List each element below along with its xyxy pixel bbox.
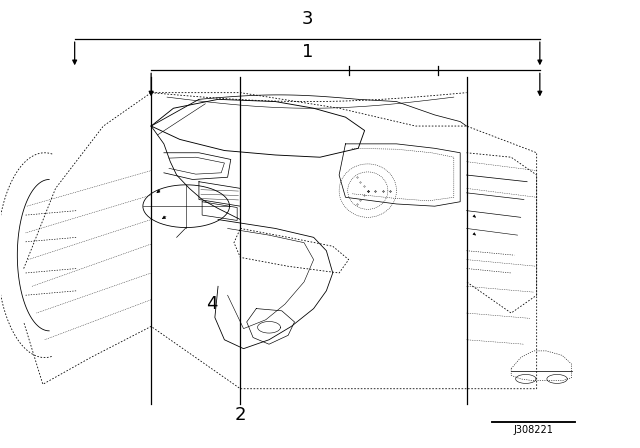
Text: 2: 2 xyxy=(235,406,246,424)
Text: J308221: J308221 xyxy=(513,426,554,435)
Text: 1: 1 xyxy=(301,43,313,61)
Text: 3: 3 xyxy=(301,10,313,28)
Text: 4: 4 xyxy=(206,295,218,313)
